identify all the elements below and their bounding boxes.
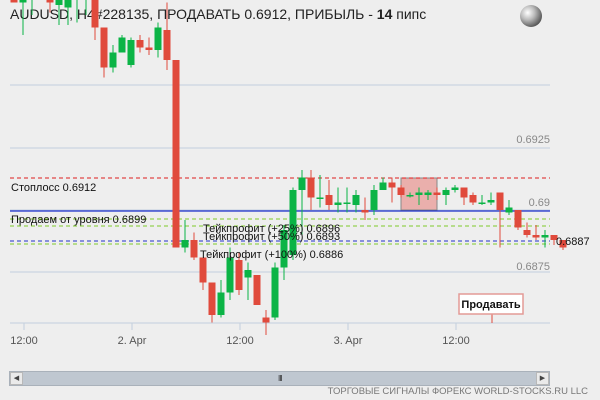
candle — [280, 230, 288, 268]
x-label: 12:00 — [226, 335, 254, 347]
candle — [235, 260, 243, 290]
candle — [226, 257, 234, 293]
candle — [118, 37, 126, 53]
takeprofit-50-label: Тейкпрофит (+50%) 0.6893 — [203, 231, 340, 243]
candle — [163, 30, 171, 60]
candle — [325, 195, 333, 205]
candle — [496, 192, 504, 210]
x-label: 12:00 — [10, 335, 38, 347]
horizontal-scrollbar[interactable]: ◀ III ▶ — [9, 371, 550, 386]
candle — [397, 187, 405, 195]
x-label: 3. Apr — [334, 335, 363, 347]
candle — [244, 270, 252, 278]
candle — [532, 235, 540, 238]
candle — [253, 275, 261, 305]
candle — [361, 210, 369, 213]
candle — [307, 177, 315, 198]
candle — [289, 190, 297, 255]
candle — [370, 190, 378, 210]
scroll-grip[interactable]: III — [278, 374, 283, 383]
candle — [406, 195, 414, 197]
scroll-left-button[interactable]: ◀ — [10, 372, 23, 385]
candle — [55, 0, 63, 5]
candle — [100, 27, 108, 68]
candlestick-chart[interactable]: 0.6925 0.69 0.6875 12:00 2. Apr 12:00 3.… — [0, 0, 600, 370]
candle — [217, 292, 225, 315]
candle — [136, 40, 144, 48]
candle — [298, 177, 306, 190]
takeprofit-100-label: Тейкпрофит (+100%) 0.6886 — [200, 249, 343, 261]
candle — [127, 40, 135, 65]
candle — [487, 200, 495, 203]
candle — [451, 187, 459, 190]
x-label: 12:00 — [442, 335, 470, 347]
x-tick-labels: 12:00 2. Apr 12:00 3. Apr 12:00 — [10, 335, 470, 347]
candle — [343, 202, 351, 204]
candle — [190, 240, 198, 258]
candle — [334, 202, 342, 205]
y-label-0.69: 0.69 — [529, 197, 550, 209]
candles — [10, 0, 567, 335]
candle — [379, 182, 387, 190]
entry-label: Продаем от уровня 0.6899 — [11, 214, 146, 226]
footer-credit: ТОРГОВЫЕ СИГНАЛЫ ФОРЕКС WORLD-STOCKS.RU … — [327, 386, 588, 397]
title-text: AUDUSD, H4#228135, ПРОДАВАТЬ 0.6912, ПРИ… — [10, 6, 377, 22]
candle — [46, 0, 54, 3]
profit-pips: 14 — [376, 6, 393, 22]
chart-title: AUDUSD, H4#228135, ПРОДАВАТЬ 0.6912, ПРИ… — [10, 6, 426, 22]
grid-lines — [10, 84, 550, 324]
candle — [91, 0, 99, 28]
candle — [424, 192, 432, 195]
y-label-0.6925: 0.6925 — [516, 134, 550, 146]
candle — [262, 317, 270, 323]
candle — [199, 257, 207, 283]
candle — [505, 207, 513, 213]
candle — [352, 195, 360, 205]
takeprofit-25-label: Тейкпрофит (+25%) 0.6896 — [203, 223, 340, 235]
candle — [433, 192, 441, 195]
candle — [181, 240, 189, 248]
candle — [415, 192, 423, 195]
candle — [109, 52, 117, 68]
x-ticks — [23, 323, 457, 330]
candle — [145, 47, 153, 50]
candle — [388, 182, 396, 188]
candle — [478, 202, 486, 204]
stoploss-label: Стоплосс 0.6912 — [11, 182, 96, 194]
candle — [550, 235, 558, 240]
candle — [559, 240, 567, 248]
title-suffix: пипс — [392, 6, 427, 22]
candle — [154, 27, 162, 50]
candle — [172, 60, 180, 248]
candle — [64, 0, 72, 8]
candle — [208, 282, 216, 315]
candle — [514, 210, 522, 228]
sell-marker[interactable]: Продавать — [458, 293, 524, 323]
sell-marker-label: Продавать — [461, 299, 520, 311]
candle — [442, 190, 450, 195]
globe-icon[interactable] — [520, 5, 542, 27]
current-price-label: 0.6887 — [556, 236, 590, 248]
candle — [316, 197, 324, 199]
candle — [271, 267, 279, 318]
y-tick-labels: 0.6925 0.69 0.6875 — [516, 134, 550, 273]
y-label-0.6875: 0.6875 — [516, 261, 550, 273]
candle — [19, 0, 27, 3]
candle — [523, 230, 531, 235]
x-label: 2. Apr — [118, 335, 147, 347]
candle — [10, 0, 18, 3]
candle — [469, 195, 477, 203]
scroll-right-button[interactable]: ▶ — [536, 372, 549, 385]
candle — [460, 187, 468, 198]
candle — [541, 235, 549, 238]
